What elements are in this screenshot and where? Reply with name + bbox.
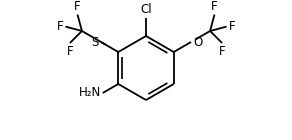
Text: F: F <box>67 45 73 58</box>
Text: Cl: Cl <box>140 3 152 16</box>
Text: H₂N: H₂N <box>79 87 101 100</box>
Text: F: F <box>74 0 81 13</box>
Text: S: S <box>92 36 99 48</box>
Text: F: F <box>219 45 225 58</box>
Text: O: O <box>193 36 202 48</box>
Text: F: F <box>211 0 218 13</box>
Text: F: F <box>229 20 235 33</box>
Text: F: F <box>57 20 63 33</box>
